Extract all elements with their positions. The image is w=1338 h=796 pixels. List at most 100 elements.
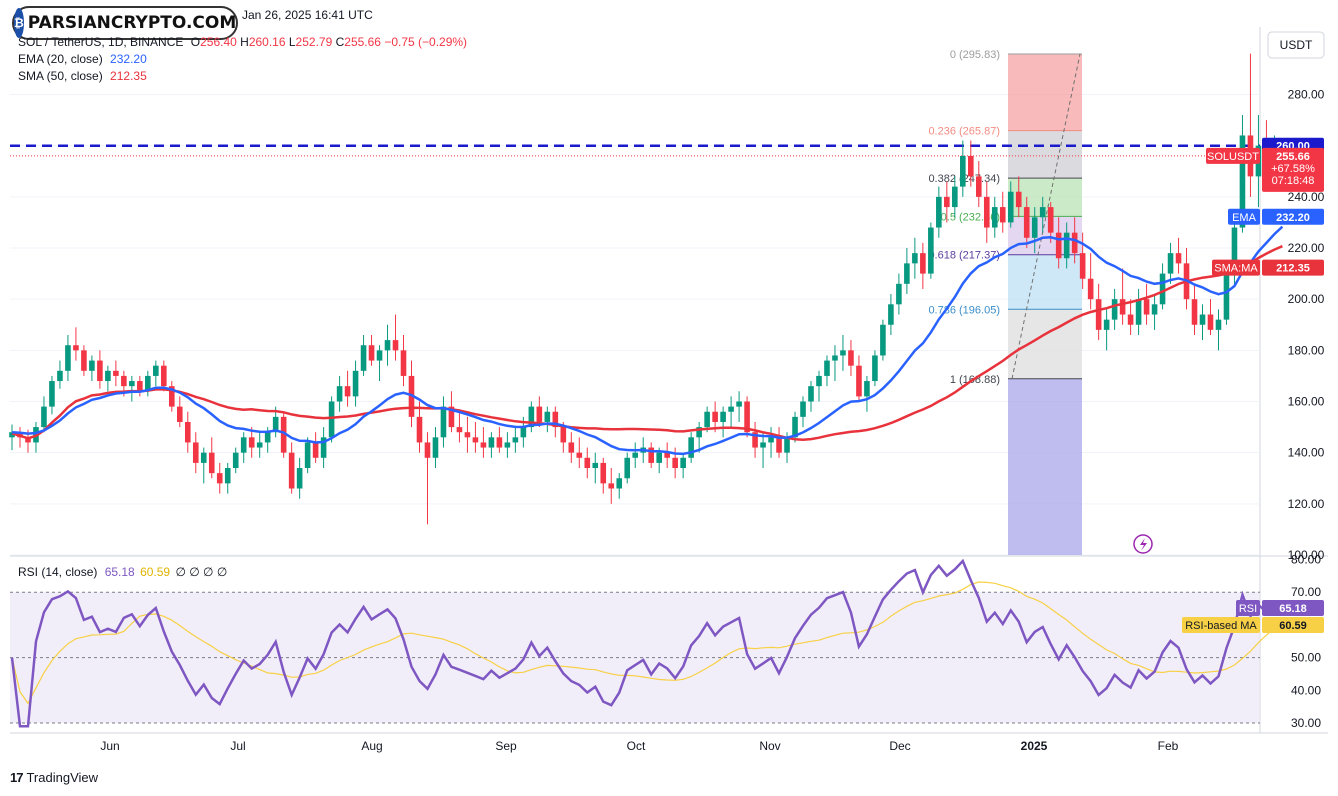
watermark-logo: ₿ PARSIANCRYPTO.COM xyxy=(12,6,238,40)
candle-body xyxy=(424,442,431,458)
rsi-legend-extra: ∅ ∅ ∅ ∅ xyxy=(175,565,228,579)
currency-button[interactable] xyxy=(1267,31,1325,59)
fib-trend-line xyxy=(1011,53,1081,379)
candle-body xyxy=(1047,207,1054,233)
rsi-legend-value: 65.18 xyxy=(104,565,135,579)
rsi-name-tag-text: RSI xyxy=(1239,603,1257,615)
fib-zone xyxy=(1008,254,1082,310)
candle-body xyxy=(224,468,231,484)
sma-price-tag xyxy=(1262,259,1324,276)
candle-body xyxy=(672,457,678,469)
candle-body xyxy=(1119,299,1126,315)
sma-name-tag xyxy=(1212,259,1260,276)
price-axis-tick: 120.00 xyxy=(1288,497,1325,511)
candle-body xyxy=(1087,278,1094,300)
tradingview-branding[interactable]: 17 TradingView xyxy=(10,770,98,785)
last-price-tag-text: +67.58% xyxy=(1271,163,1315,175)
symbol-title[interactable]: SOL / TetherUS, 1D, BINANCE xyxy=(18,35,184,49)
rsi-axis-tick: 80.00 xyxy=(1291,553,1321,567)
rsi-axis-tick: 50.00 xyxy=(1291,651,1321,665)
candle-body xyxy=(824,360,830,376)
candle-body xyxy=(760,442,766,448)
candle-body xyxy=(1151,304,1158,315)
rsi-legend[interactable]: RSI (14, close) 65.18 60.59 ∅ ∅ ∅ ∅ xyxy=(18,565,227,579)
candle-body xyxy=(776,437,782,453)
candle-body xyxy=(960,155,966,187)
price-axis-tick: 180.00 xyxy=(1288,343,1325,357)
rsi-value-tag-text: 65.18 xyxy=(1279,603,1307,615)
candle-body xyxy=(800,401,806,417)
candle-body xyxy=(848,350,854,366)
candle-body xyxy=(784,437,790,453)
fib-level-label: 0.786 (196.05) xyxy=(928,304,1000,316)
candle-body xyxy=(1199,314,1206,325)
time-axis-tick: Jul xyxy=(230,739,245,753)
bitcoin-logo-icon: ₿ xyxy=(14,8,24,38)
sma-legend-label: SMA (50, close) xyxy=(18,69,103,83)
candle-body xyxy=(560,427,567,443)
candle-body xyxy=(608,483,615,489)
candle-body xyxy=(105,370,111,382)
candle-body xyxy=(400,350,407,376)
candle-body xyxy=(81,350,87,371)
candle-body xyxy=(113,370,119,376)
candle-body xyxy=(952,186,958,208)
candle-body xyxy=(73,345,79,351)
symbol-name-tag-text: SOLUSDT xyxy=(1207,151,1259,163)
candle-body xyxy=(41,406,47,428)
candle-body xyxy=(752,432,758,448)
candle-body xyxy=(768,437,774,443)
sma-line xyxy=(11,245,1283,441)
candle-body xyxy=(1159,273,1166,305)
low-value: 252.79 xyxy=(295,35,333,49)
sma-legend[interactable]: SMA (50, close) 212.35 xyxy=(18,69,147,83)
candle-body xyxy=(216,473,223,484)
ema-price-tag xyxy=(1262,208,1324,225)
price-axis-tick: 220.00 xyxy=(1288,241,1325,255)
candle-body xyxy=(736,401,742,407)
candle-body xyxy=(680,457,686,469)
candle-body xyxy=(936,196,942,228)
candle-body xyxy=(1135,299,1142,325)
date-line: Jan 26, 2025 16:41 UTC xyxy=(242,8,373,22)
ema-price-tag-text: 232.20 xyxy=(1276,212,1310,224)
candle-body xyxy=(184,421,191,443)
rsi-legend-label: RSI (14, close) xyxy=(18,565,98,579)
price-axis-tick: 140.00 xyxy=(1288,446,1325,460)
candle-body xyxy=(200,452,207,463)
candle-body xyxy=(456,427,463,433)
open-value: 256.40 xyxy=(200,35,237,49)
candle-body xyxy=(1023,207,1030,238)
price-axis-tick: 100.00 xyxy=(1288,548,1325,562)
candle-body xyxy=(480,442,487,448)
candle-body xyxy=(896,283,902,305)
close-value: 255.66 xyxy=(344,35,381,49)
candle-body xyxy=(89,360,95,371)
candle-body xyxy=(288,452,295,489)
fib-level-label: 0 (295.83) xyxy=(950,49,1000,61)
candle-body xyxy=(1063,232,1070,259)
candle-body xyxy=(1015,191,1022,208)
candle-body xyxy=(57,370,63,382)
last-price-tag-text: 07:18:48 xyxy=(1272,175,1315,187)
candle-body xyxy=(832,355,838,361)
high-label: H xyxy=(240,35,249,49)
candle-body xyxy=(864,381,870,397)
candle-body xyxy=(624,457,631,479)
rsi-axis-tick: 40.00 xyxy=(1291,683,1321,697)
fib-level-label: 0.5 (232.36) xyxy=(941,211,1000,223)
ema-legend[interactable]: EMA (20, close) 232.20 xyxy=(18,52,147,66)
change-value: −0.75 (−0.29%) xyxy=(384,35,468,49)
price-axis-tick: 280.00 xyxy=(1288,88,1325,102)
candle-body xyxy=(472,437,479,443)
candle-body xyxy=(1143,299,1150,315)
candle-body xyxy=(632,452,639,458)
candle-body xyxy=(264,432,271,443)
candle-body xyxy=(240,437,247,453)
last-price-tag xyxy=(1262,147,1324,192)
candle-body xyxy=(464,432,471,438)
candle-body xyxy=(1031,217,1038,238)
candle-body xyxy=(161,365,167,387)
lightning-bolt-icon xyxy=(1140,538,1147,551)
